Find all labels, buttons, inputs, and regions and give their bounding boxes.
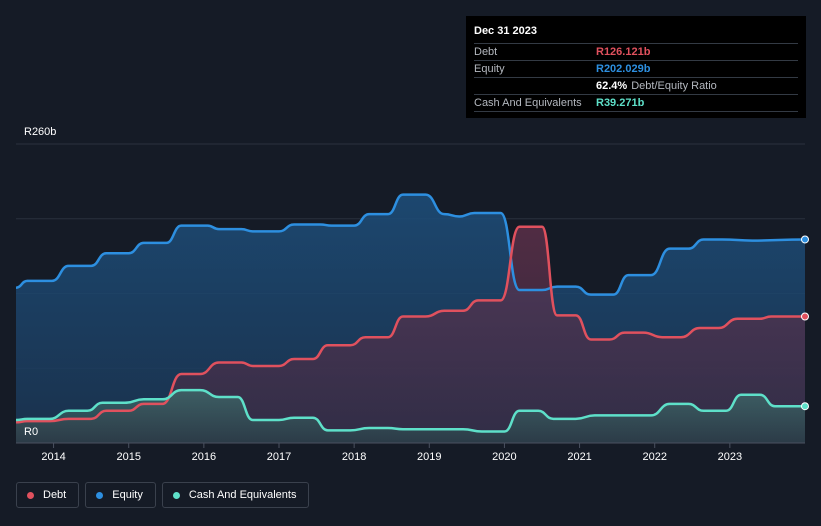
x-tick-label: 2014 (41, 451, 65, 463)
line-layer (15, 193, 806, 433)
x-tick-label: 2021 (567, 451, 591, 463)
tooltip-debt-value: R126.121b (596, 46, 651, 58)
x-tick-label: 2018 (342, 451, 366, 463)
tooltip-debt-label: Debt (474, 46, 498, 58)
tooltip-equity-row: Equity R202.029b (474, 60, 798, 77)
x-tick-label: 2020 (492, 451, 516, 463)
legend-equity-label: Equity (112, 489, 143, 501)
cash-line (15, 388, 805, 433)
debt-dot-icon (27, 491, 34, 499)
legend-item-cash[interactable]: Cash And Equivalents (161, 482, 310, 508)
tooltip-cash-value: R39.271b (596, 97, 645, 109)
equity-line (15, 193, 806, 296)
x-tick-label: 2015 (116, 451, 140, 463)
equity-end-marker (801, 235, 809, 244)
tooltip-ratio-label: Debt/Equity Ratio (631, 80, 717, 92)
tooltip-ratio-row: 62.4% Debt/Equity Ratio (474, 77, 798, 94)
legend-debt-label: Debt (43, 489, 67, 501)
debt-line (15, 225, 805, 424)
cash-dot-icon (172, 491, 180, 499)
tooltip-equity-label: Equity (474, 63, 505, 75)
tooltip-cash-row: Cash And Equivalents R39.271b (474, 94, 798, 112)
cash-area (16, 390, 805, 443)
data-tooltip: Dec 31 2023 Debt R126.121b Equity R202.0… (466, 16, 806, 118)
x-tick-label: 2022 (642, 451, 666, 463)
legend-cash-label: Cash And Equivalents (188, 489, 297, 501)
y-axis-bottom-label: R0 (24, 426, 38, 438)
debt-area (16, 226, 805, 443)
area-layer (16, 194, 805, 443)
legend-item-equity[interactable]: Equity (85, 482, 156, 508)
x-tick-label: 2017 (267, 451, 291, 463)
tooltip-ratio-value: 62.4% (596, 80, 628, 92)
equity-dot-icon (96, 491, 104, 499)
x-tick-label: 2019 (417, 451, 441, 463)
x-tick-label: 2016 (192, 451, 216, 463)
tooltip-cash-label: Cash And Equivalents (474, 97, 582, 109)
y-axis-top-label: R260b (24, 126, 56, 138)
x-tick-label: 2023 (718, 451, 742, 463)
end-markers (801, 235, 809, 411)
tooltip-equity-value: R202.029b (596, 63, 651, 75)
x-axis: 2014 2015 2016 2017 2018 2019 2020 2021 2022 2023 (16, 442, 805, 463)
tooltip-date: Dec 31 2023 (474, 25, 537, 37)
tooltip-debt-row: Debt R126.121b (474, 43, 798, 60)
legend-item-debt[interactable]: Debt (16, 482, 80, 508)
debt-end-marker (801, 312, 809, 321)
chart-legend: Debt Equity Cash And Equivalents (16, 482, 310, 508)
cash-end-marker (801, 402, 809, 411)
